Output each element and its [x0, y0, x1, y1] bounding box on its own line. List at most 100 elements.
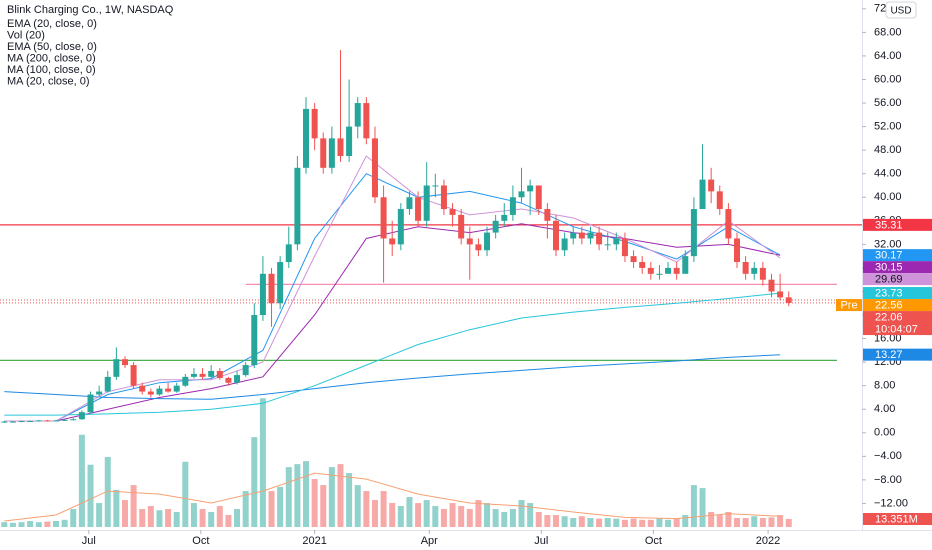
volume-bar	[630, 518, 637, 527]
candle-body	[87, 394, 94, 413]
candle-body	[613, 238, 620, 245]
candle-body	[1, 421, 8, 423]
volume-bar	[484, 503, 491, 527]
candle-body	[190, 373, 197, 377]
y-tick-label: 4.00	[874, 403, 895, 415]
candle-body	[647, 267, 654, 274]
price-label-box	[863, 249, 932, 262]
volume-bar	[561, 516, 568, 527]
y-tick-label: 0.00	[874, 427, 895, 439]
volume-bar	[53, 521, 60, 527]
price-label-box	[863, 311, 932, 336]
volume-bar	[234, 509, 241, 527]
volume-bar	[768, 517, 775, 527]
volume-bar	[320, 485, 327, 527]
candle-body	[665, 267, 672, 274]
candle-body	[96, 391, 103, 395]
volume-bar	[70, 509, 77, 527]
volume-bar	[139, 509, 146, 527]
candle-body	[165, 388, 172, 392]
legend-entry: EMA (20, close, 0)	[7, 18, 97, 30]
volume-bar	[61, 519, 68, 527]
candle-body	[751, 267, 758, 274]
candle-body	[466, 238, 473, 245]
candle-body	[389, 238, 396, 245]
candle-body	[509, 197, 516, 215]
currency-badge[interactable]	[885, 1, 917, 19]
volume-bar	[328, 467, 335, 527]
candle-body	[596, 232, 603, 245]
volume-bar	[432, 506, 439, 527]
volume-bar	[759, 518, 766, 527]
volume-label-box	[863, 513, 932, 525]
candle-body	[501, 214, 508, 221]
candle-body	[397, 209, 404, 245]
volume-bar	[44, 521, 51, 527]
candle-body	[570, 232, 577, 239]
volume-bar	[501, 512, 508, 527]
candle-body	[251, 315, 258, 366]
candle-body	[630, 256, 637, 263]
x-tick-label: Jul	[82, 535, 96, 547]
candle-body	[380, 197, 387, 239]
candle-body	[346, 126, 353, 157]
volume-bar	[570, 518, 577, 527]
volume-bar	[449, 503, 456, 527]
candle-body	[371, 138, 378, 198]
volume-bar	[415, 503, 422, 527]
currency[interactable]: USD	[890, 6, 911, 17]
y-tick-label: 8.00	[874, 380, 895, 392]
candle-body	[415, 197, 422, 221]
volume-bar	[742, 518, 749, 527]
premarket-tag: Pre	[840, 299, 857, 311]
candle-body	[785, 297, 792, 303]
candle-body	[27, 421, 34, 423]
volume-bar	[346, 473, 353, 527]
volume-bar	[621, 519, 628, 527]
candle-body	[639, 262, 646, 268]
price-label: 22.06	[875, 311, 903, 323]
volume-bar	[259, 398, 266, 527]
candle-body	[492, 220, 499, 233]
price-label-box	[863, 299, 932, 312]
volume-bar	[208, 512, 215, 527]
y-tick-label: −12.00	[874, 497, 908, 509]
volume-bar	[587, 518, 594, 527]
indicator-line	[4, 354, 781, 400]
candle-body	[699, 179, 706, 210]
candle-body	[303, 108, 310, 168]
volume-bar	[285, 467, 292, 527]
candle-body	[484, 232, 491, 251]
y-tick-label: 44.00	[874, 168, 902, 180]
legend-entry: MA (20, close, 0)	[7, 75, 90, 87]
volume-bar	[777, 515, 784, 527]
candle-body	[9, 421, 16, 423]
x-tick-label: Jul	[534, 535, 548, 547]
volume-bar	[104, 456, 111, 527]
volume-bar	[656, 518, 663, 527]
volume-bar	[458, 506, 465, 527]
volume-bar	[216, 506, 223, 527]
legend: Blink Charging Co., 1W, NASDAQ EMA (20, …	[7, 4, 174, 88]
candle-body	[354, 103, 361, 127]
volume-bar	[406, 497, 413, 527]
y-tick-label: 56.00	[874, 97, 902, 109]
volume-bar	[354, 485, 361, 527]
volume-bar	[552, 515, 559, 527]
candle-body	[328, 138, 335, 168]
volume-bar	[380, 491, 387, 527]
candle-body	[449, 209, 456, 215]
candle-body	[208, 370, 215, 377]
volume-bar	[423, 500, 430, 527]
candle-body	[35, 420, 42, 422]
price-label: 29.69	[875, 274, 903, 286]
indicator-line	[4, 292, 781, 416]
candle-body	[768, 279, 775, 292]
candle-body	[604, 244, 611, 246]
price-label-box	[863, 261, 932, 274]
candle-body	[337, 138, 344, 157]
volume-bar	[596, 518, 603, 527]
price-label: 30.15	[875, 262, 903, 274]
volume-bar	[35, 522, 42, 527]
